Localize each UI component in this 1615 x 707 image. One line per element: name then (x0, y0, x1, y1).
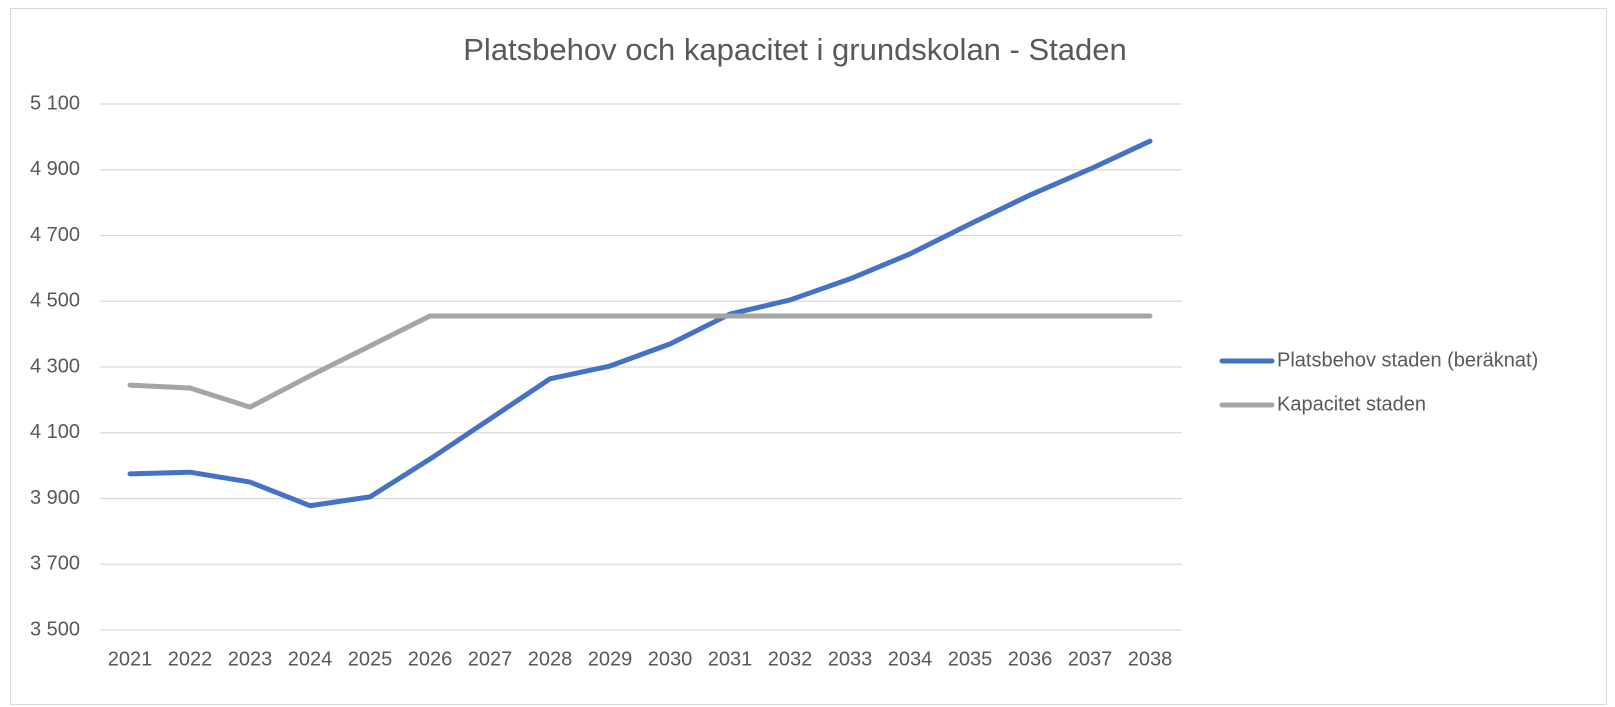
x-tick-label: 2028 (528, 648, 573, 670)
y-tick-label: 3 500 (30, 618, 80, 640)
x-tick-label: 2026 (408, 648, 453, 670)
legend-label: Platsbehov staden (beräknat) (1277, 349, 1538, 371)
chart-title: Platsbehov och kapacitet i grundskolan -… (463, 32, 1126, 67)
x-tick-label: 2029 (588, 648, 633, 670)
x-tick-label: 2021 (108, 648, 153, 670)
x-tick-label: 2022 (168, 648, 213, 670)
y-tick-label: 3 900 (30, 487, 80, 509)
y-tick-label: 4 300 (30, 355, 80, 377)
y-tick-label: 4 500 (30, 290, 80, 312)
y-tick-label: 4 900 (30, 158, 80, 180)
chart-frame (10, 8, 1607, 705)
y-tick-label: 4 700 (30, 224, 80, 246)
x-tick-label: 2032 (768, 648, 813, 670)
x-tick-label: 2036 (1008, 648, 1053, 670)
y-tick-label: 3 700 (30, 553, 80, 575)
y-tick-label: 4 100 (30, 421, 80, 443)
y-tick-label: 5 100 (30, 92, 80, 114)
x-tick-label: 2035 (948, 648, 993, 670)
x-tick-label: 2030 (648, 648, 693, 670)
x-tick-label: 2034 (888, 648, 933, 670)
x-tick-label: 2031 (708, 648, 753, 670)
x-tick-label: 2023 (228, 648, 273, 670)
x-tick-label: 2024 (288, 648, 333, 670)
series-line (127, 138, 1153, 509)
x-tick-label: 2038 (1128, 648, 1173, 670)
x-tick-label: 2027 (468, 648, 513, 670)
x-tick-label: 2037 (1068, 648, 1113, 670)
series-line (127, 313, 1153, 410)
x-tick-label: 2033 (828, 648, 873, 670)
x-tick-label: 2025 (348, 648, 393, 670)
legend-label: Kapacitet staden (1277, 393, 1426, 415)
